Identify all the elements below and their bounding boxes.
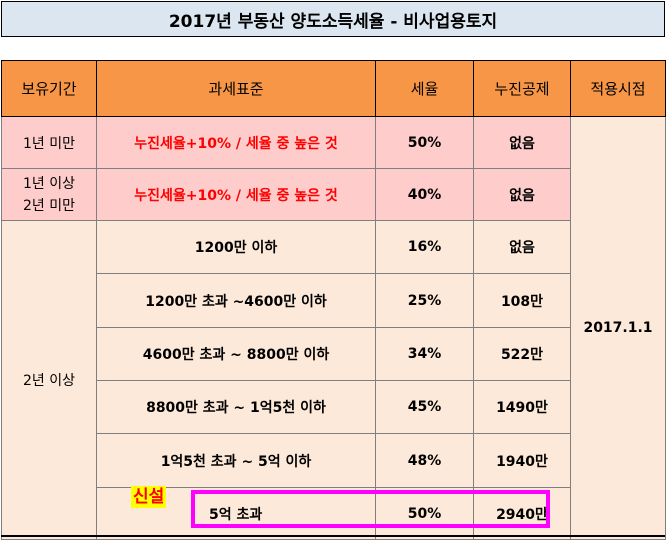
tax-rate-cell: 16% xyxy=(375,220,474,274)
new-badge: 신설 xyxy=(131,486,167,508)
header-effective-date: 적용시점 xyxy=(570,60,666,117)
header-row: 보유기간 과세표준 세율 누진공제 적용시점 xyxy=(1,60,666,117)
header-tax-rate: 세율 xyxy=(375,60,474,117)
tax-rate-cell: 45% xyxy=(375,380,474,434)
sheet-title: 2017년 부동산 양도소득세율 - 비사업용토지 xyxy=(1,1,665,37)
table-row: 1억5천 초과 ~ 5억 이하 48% 1940만 xyxy=(2,433,666,488)
header-holding-period: 보유기간 xyxy=(1,60,97,117)
table-row: 8800만 초과 ~ 1억5천 이하 45% 1490만 xyxy=(2,380,666,434)
tax-base-cell: 4600만 초과 ~ 8800만 이하 xyxy=(96,327,376,381)
deduction-cell: 없음 xyxy=(473,116,571,169)
table-row: 1년 이상 2년 미만 누진세율+10% / 세율 중 높은 것 40% 없음 xyxy=(1,168,666,221)
header-progressive-deduction: 누진공제 xyxy=(473,60,571,117)
period-line-1: 1년 이상 xyxy=(23,175,75,192)
tax-base-cell: 1억5천 초과 ~ 5억 이하 xyxy=(96,433,376,488)
deduction-cell: 없음 xyxy=(473,220,571,274)
tax-base-cell: 누진세율+10% / 세율 중 높은 것 xyxy=(96,116,376,169)
deduction-cell: 108만 xyxy=(473,273,571,328)
tax-rate-cell: 40% xyxy=(375,168,474,221)
deduction-cell: 없음 xyxy=(473,168,571,221)
tax-rate-cell: 34% xyxy=(375,327,474,381)
period-cell: 1년 미만 xyxy=(1,116,97,169)
effective-date-cell: 2017.1.1 xyxy=(570,116,666,540)
tax-rate-table: 보유기간 과세표준 세율 누진공제 적용시점 1년 미만 누진세율+10% / … xyxy=(1,60,666,540)
tax-rate-cell: 50% xyxy=(375,487,474,540)
tax-base-cell: 8800만 초과 ~ 1억5천 이하 xyxy=(96,380,376,434)
table-row: 2년 이상 1200만 이하 16% 없음 xyxy=(1,220,666,540)
tax-rate-cell: 25% xyxy=(375,273,474,328)
table-row: 1년 미만 누진세율+10% / 세율 중 높은 것 50% 없음 2017.1… xyxy=(1,116,666,540)
deduction-cell: 1940만 xyxy=(473,433,571,488)
tax-base-cell: 1200만 초과 ~4600만 이하 xyxy=(96,273,376,328)
tax-base-cell: 누진세율+10% / 세율 중 높은 것 xyxy=(96,168,376,221)
header-tax-base: 과세표준 xyxy=(96,60,376,117)
tax-base-cell: 1200만 이하 xyxy=(96,220,376,274)
tax-rate-cell: 48% xyxy=(375,433,474,488)
period-cell: 2년 이상 xyxy=(1,220,97,540)
tax-rate-cell: 50% xyxy=(375,116,474,169)
period-line-2: 2년 미만 xyxy=(23,197,75,214)
deduction-cell: 522만 xyxy=(473,327,571,381)
deduction-cell: 1490만 xyxy=(473,380,571,434)
bottom-border xyxy=(1,535,665,537)
table-row: 1200만 초과 ~4600만 이하 25% 108만 xyxy=(2,273,666,328)
deduction-cell: 2940만 xyxy=(473,487,571,540)
table-row: 4600만 초과 ~ 8800만 이하 34% 522만 xyxy=(2,327,666,381)
period-cell: 1년 이상 2년 미만 xyxy=(1,168,97,221)
table-row: 5억 초과 50% 2940만 xyxy=(2,487,666,540)
